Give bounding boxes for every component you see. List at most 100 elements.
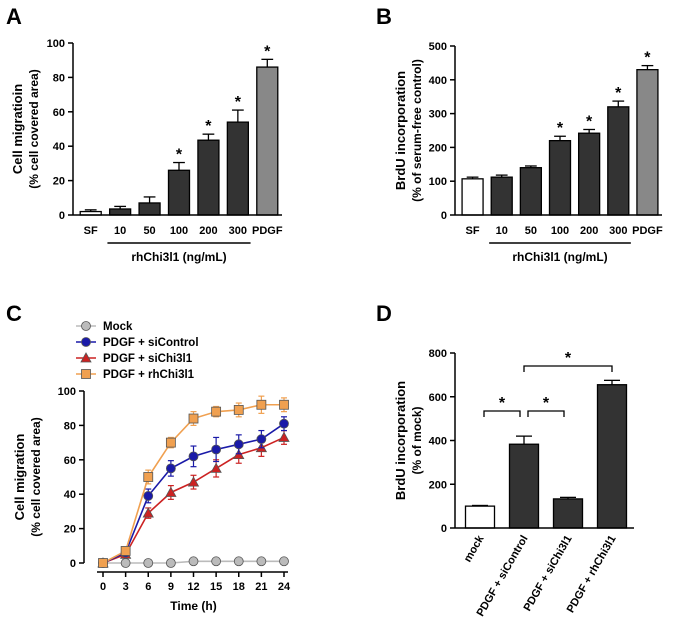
significance-star: * bbox=[586, 113, 593, 130]
data-point bbox=[211, 444, 222, 455]
data-point bbox=[233, 439, 244, 450]
y-tick-label: 800 bbox=[429, 348, 447, 360]
x-tick-label: 10 bbox=[114, 225, 126, 237]
x-tick-label: SF bbox=[84, 225, 98, 237]
legend-marker bbox=[81, 369, 91, 379]
series-pdgf-rhchi3l1 bbox=[98, 395, 289, 568]
bar bbox=[138, 202, 161, 216]
data-point bbox=[210, 462, 222, 473]
y-tick-label: 40 bbox=[53, 141, 65, 153]
group-label: rhChi3l1 (ng/mL) bbox=[512, 250, 607, 264]
bracket-line bbox=[523, 365, 613, 372]
data-point bbox=[165, 437, 176, 448]
y-tick-label: 100 bbox=[58, 386, 76, 398]
y-tick-label: 200 bbox=[429, 479, 447, 491]
y-tick-label: 0 bbox=[441, 523, 447, 535]
data-point bbox=[256, 434, 267, 445]
bar bbox=[596, 384, 628, 529]
y-tick-label: 80 bbox=[64, 420, 76, 432]
y-tick-label: 20 bbox=[64, 524, 76, 536]
data-point bbox=[187, 476, 200, 487]
x-tick-label: 18 bbox=[233, 581, 245, 593]
x-tick-label: 6 bbox=[145, 581, 151, 593]
x-tick-label: 9 bbox=[168, 581, 174, 593]
data-point bbox=[278, 431, 290, 442]
series-mock bbox=[98, 556, 289, 568]
bar bbox=[464, 505, 496, 529]
x-tick-label: 15 bbox=[210, 581, 222, 593]
data-point bbox=[120, 546, 131, 556]
bar bbox=[552, 498, 584, 529]
y-tick-label: 600 bbox=[429, 392, 447, 404]
x-tick-label: 21 bbox=[255, 581, 267, 593]
data-point bbox=[165, 486, 177, 497]
bracket-line bbox=[527, 410, 565, 417]
y-axis-subtitle: (% cell covered area) bbox=[29, 417, 43, 536]
x-tick-label: 200 bbox=[199, 225, 217, 237]
x-tick-label: 24 bbox=[278, 581, 291, 593]
x-tick-label: 300 bbox=[229, 225, 247, 237]
x-tick-label: PDGF bbox=[252, 225, 283, 237]
panel-letter: A bbox=[6, 4, 22, 29]
legend-label: PDGF + rhChi3l1 bbox=[103, 369, 195, 381]
data-point bbox=[120, 558, 131, 568]
y-tick-label: 0 bbox=[70, 558, 76, 570]
bar bbox=[461, 178, 484, 216]
bar bbox=[226, 121, 250, 216]
data-point bbox=[256, 399, 267, 410]
bar bbox=[636, 69, 659, 216]
y-tick-label: 400 bbox=[429, 75, 447, 87]
bar bbox=[256, 66, 279, 216]
significance-star: * bbox=[264, 43, 271, 60]
bar bbox=[577, 132, 601, 216]
bar bbox=[167, 169, 191, 216]
y-tick-label: 0 bbox=[441, 210, 447, 222]
x-tick-label: 50 bbox=[525, 225, 537, 237]
x-tick-label: 100 bbox=[551, 225, 569, 237]
significance-star: * bbox=[615, 85, 622, 102]
x-tick-label: 0 bbox=[100, 581, 106, 593]
x-tick-label: 300 bbox=[609, 225, 627, 237]
data-point bbox=[142, 507, 154, 518]
legend-label: PDGF + siChi3l1 bbox=[103, 353, 193, 365]
data-point bbox=[256, 556, 267, 567]
legend-marker bbox=[80, 352, 92, 363]
bar bbox=[108, 208, 132, 216]
y-tick-label: 500 bbox=[429, 41, 447, 53]
y-axis-subtitle: (% of serum-free control) bbox=[410, 59, 424, 202]
panel-a: A 0 20 40 60 80 100 SF 10 50 * 100 * 200 * 300 * PDGF rhCh… bbox=[6, 4, 283, 264]
x-axis-title: Time (h) bbox=[170, 599, 216, 613]
data-point bbox=[188, 451, 199, 462]
bar bbox=[519, 167, 543, 216]
data-point bbox=[165, 558, 176, 568]
panel-b: B 0 100 200 300 400 500 SF 10 50 * 100 * 200 * 300 * PDGF… bbox=[376, 4, 663, 264]
significance-star: * bbox=[543, 395, 550, 412]
panel-letter: B bbox=[376, 4, 392, 29]
significance-star: * bbox=[644, 50, 651, 67]
x-tick-label: mock bbox=[462, 533, 487, 565]
series-line bbox=[102, 423, 285, 564]
data-point bbox=[211, 556, 222, 567]
bar bbox=[548, 139, 572, 216]
legend-label: PDGF + siControl bbox=[103, 337, 199, 349]
legend: Mock PDGF + siControl PDGF + siChi3l1 PDGF … bbox=[76, 321, 199, 381]
legend-label: Mock bbox=[103, 321, 133, 333]
x-tick-label: PDGF + rhChi3l1 bbox=[565, 534, 619, 615]
data-point bbox=[211, 406, 222, 417]
y-tick-label: 80 bbox=[53, 72, 65, 84]
significance-star: * bbox=[205, 118, 212, 135]
y-axis-subtitle: (% cell covered area) bbox=[27, 69, 41, 188]
data-point bbox=[233, 556, 244, 567]
y-axis-title: BrdU incorporation bbox=[393, 71, 408, 190]
y-tick-label: 0 bbox=[59, 210, 65, 222]
panel-letter: C bbox=[6, 301, 22, 326]
panel-letter: D bbox=[376, 301, 392, 326]
data-point bbox=[279, 399, 289, 410]
significance-star: * bbox=[565, 350, 572, 367]
data-point bbox=[279, 418, 289, 429]
bar bbox=[607, 106, 630, 216]
data-point bbox=[143, 558, 154, 568]
y-tick-label: 400 bbox=[429, 436, 447, 448]
data-point bbox=[188, 556, 199, 567]
